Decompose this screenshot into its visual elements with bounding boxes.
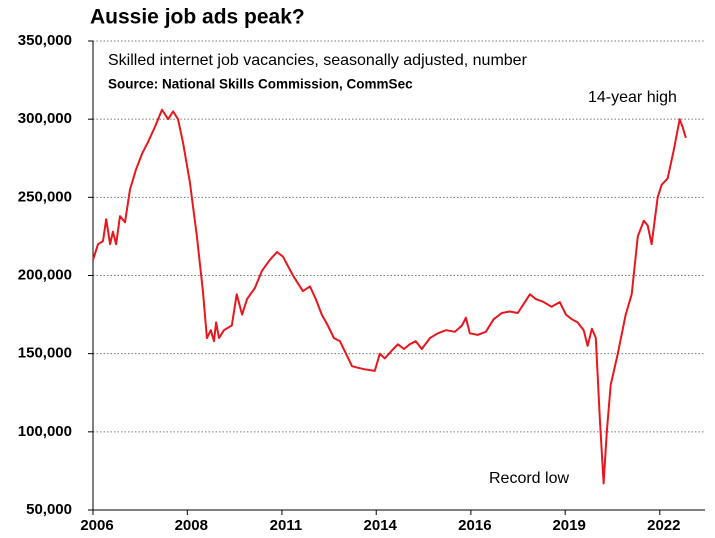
y-tick-label: 200,000 (18, 266, 72, 283)
y-tick-label: 150,000 (18, 345, 72, 362)
x-tick-label: 2011 (270, 517, 303, 534)
source: Source: National Skills Commission, Comm… (108, 77, 413, 92)
y-tick-label: 250,000 (18, 188, 72, 205)
y-tick-label: 100,000 (18, 423, 72, 440)
subtitle: Skilled internet job vacancies, seasonal… (108, 52, 528, 69)
y-tick-label: 50,000 (26, 501, 72, 518)
data-line (92, 108, 687, 485)
x-tick-label: 2006 (80, 517, 113, 534)
x-tick-label: 2019 (552, 517, 585, 534)
x-tick-label: 2008 (175, 517, 208, 534)
y-tick-label: 350,000 (18, 32, 72, 49)
y-tick-label: 300,000 (18, 110, 72, 127)
x-tick-label: 2022 (647, 517, 680, 534)
x-tick-label: 2016 (458, 517, 491, 534)
annotation: Record low (489, 470, 569, 487)
x-tick-label: 2014 (364, 517, 398, 534)
chart-title: Aussie job ads peak? (90, 6, 305, 29)
annotation: 14-year high (588, 89, 677, 106)
